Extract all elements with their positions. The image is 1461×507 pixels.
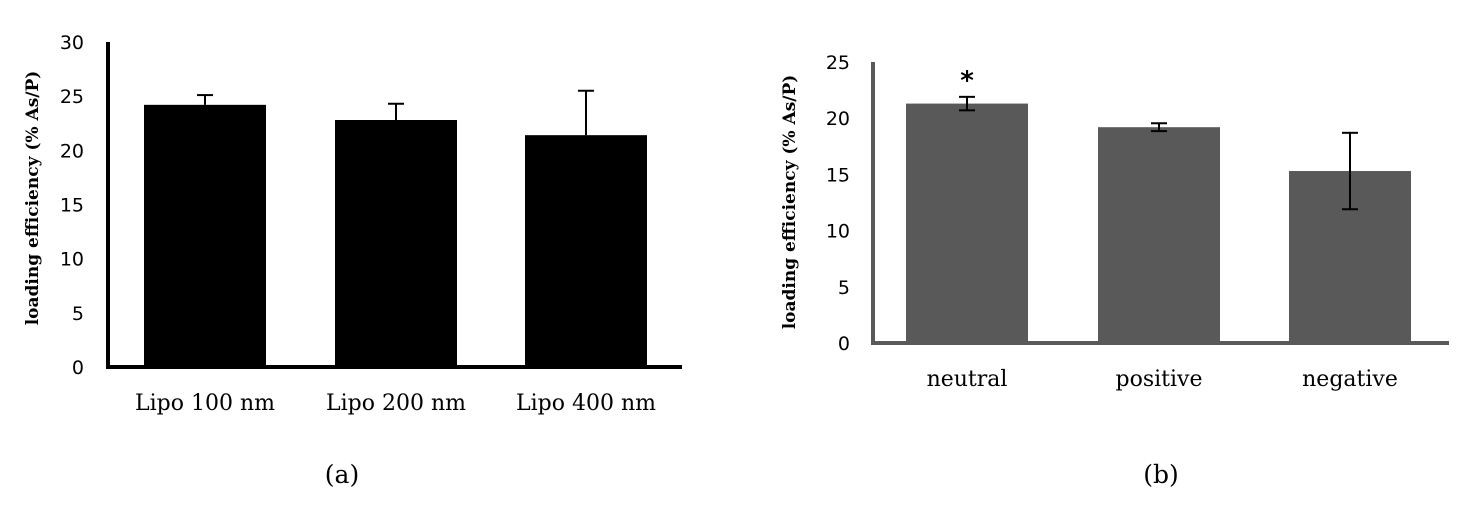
y-axis-label: loading efficiency (% As/P) (780, 75, 800, 330)
y-tick-label: 5 (838, 277, 850, 299)
y-tick-label: 5 (72, 303, 84, 325)
y-axis-label: loading efficiency (% As/P) (23, 71, 43, 326)
x-category-label: negative (1302, 367, 1398, 392)
significance-marker: * (960, 66, 974, 96)
y-tick-label: 15 (60, 195, 84, 217)
y-tick-label: 25 (826, 52, 850, 74)
bar (906, 103, 1028, 343)
x-category-label: Lipo 100 nm (135, 391, 275, 416)
x-category-label: neutral (927, 367, 1008, 392)
bar (335, 120, 457, 367)
y-tick-label: 20 (60, 140, 84, 162)
bar (144, 104, 266, 367)
y-tick-label: 0 (838, 333, 850, 355)
bar (525, 135, 647, 367)
x-category-label: Lipo 400 nm (516, 391, 656, 416)
y-tick-label: 15 (826, 164, 850, 186)
panel-label-b: (b) (1143, 460, 1179, 489)
y-tick-label: 30 (60, 32, 84, 54)
bar (1098, 127, 1220, 343)
chart-panel-b: 0 5 10 15 20 25 * neutral positive negative loadin… (780, 52, 1449, 489)
y-tick-label: 0 (72, 357, 84, 379)
chart-panel-a: 0 5 10 15 20 25 30 Lipo 100 nm Lipo 200 nm Lipo 4… (23, 32, 682, 489)
y-tick-label: 25 (60, 86, 84, 108)
x-category-label: Lipo 200 nm (326, 391, 466, 416)
y-tick-label: 20 (826, 108, 850, 130)
x-category-label: positive (1116, 367, 1203, 392)
y-tick-label: 10 (826, 221, 850, 243)
y-tick-label: 10 (60, 249, 84, 271)
panel-label-a: (a) (325, 460, 359, 489)
